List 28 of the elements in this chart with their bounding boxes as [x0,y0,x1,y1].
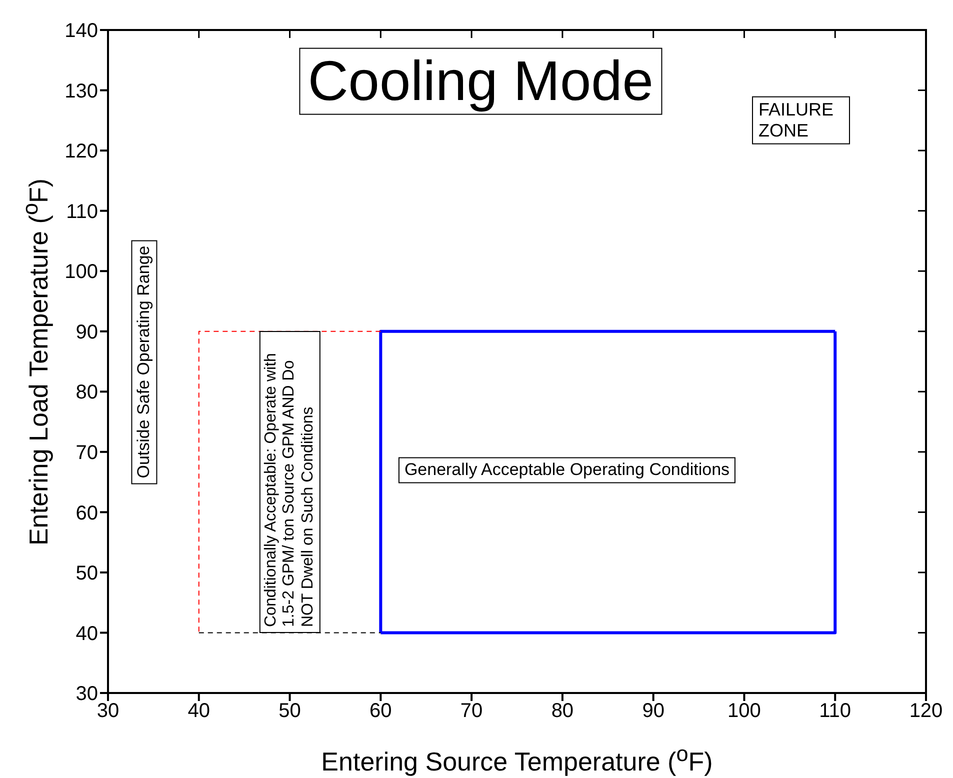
annotation: Conditionally Acceptable: Operate with 1.5-2 GPM/ ton Source GPM AND Do NOT Dwell on Such Conditions [259,331,320,634]
x-tick-label: 50 [278,700,301,722]
x-tick-label: 90 [642,700,664,722]
annotation: Outside Safe Operating Range [132,239,158,484]
y-tick-label: 50 [76,562,98,585]
x-tick-label: 120 [909,700,943,722]
chart-title: Cooling Mode [298,48,662,114]
x-tick-label: 40 [188,700,210,722]
y-tick-label: 80 [76,382,98,404]
y-tick-label: 60 [76,502,98,524]
x-axis-title: Entering Source Temperature ($^{o}$F) [321,741,713,778]
y-tick-label: 130 [64,80,98,102]
x-tick-label: 60 [370,700,392,722]
y-tick-label: 30 [76,683,98,706]
y-tick-label: 110 [66,200,98,223]
y-tick-label: 120 [64,140,98,163]
x-tick-label: 70 [460,700,483,722]
x-tick-label: 110 [819,700,852,722]
y-tick-label: 40 [76,622,98,645]
y-tick-label: 100 [64,261,98,284]
y-tick-label: 90 [76,321,98,344]
x-tick-label: 100 [728,700,761,722]
annotation: Generally Acceptable Operating Conditions [398,457,736,483]
annotation: FAILURE ZONE [752,96,850,144]
y-tick-label: 70 [76,442,98,464]
x-tick-label: 30 [96,700,120,722]
x-tick-label: 80 [551,700,574,722]
y-tick-label: 140 [64,20,98,42]
